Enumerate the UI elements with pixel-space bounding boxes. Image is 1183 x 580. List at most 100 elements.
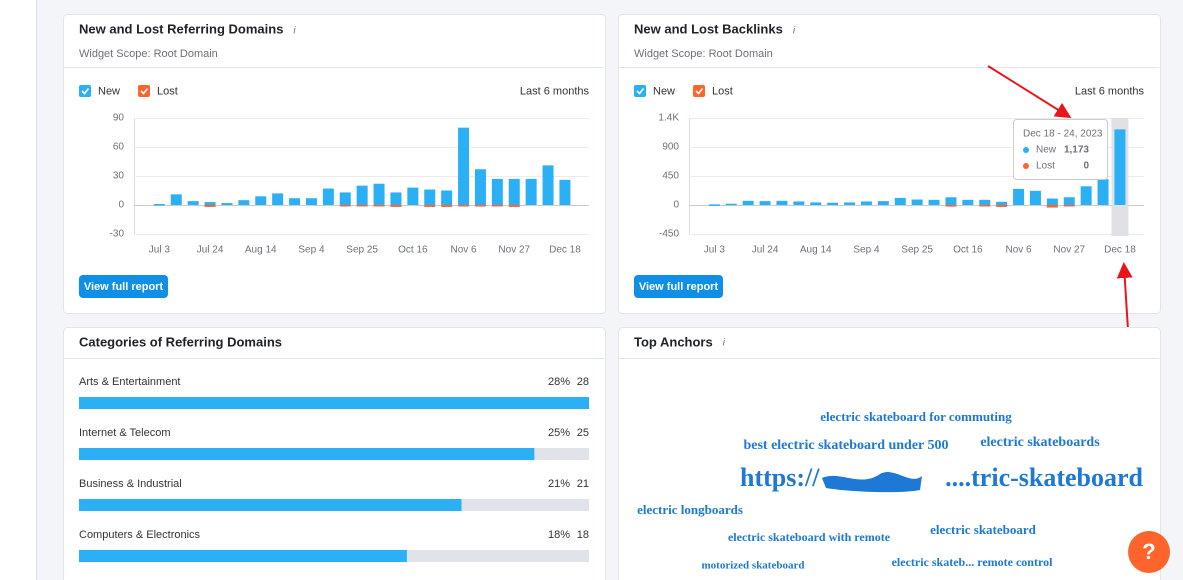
bar — [491, 205, 503, 207]
x-tick-label: Jul 24 — [197, 245, 224, 256]
bar — [1013, 188, 1025, 205]
anchor-word[interactable]: electric skateboards — [980, 435, 1100, 450]
bar — [170, 194, 182, 205]
bar — [508, 178, 520, 205]
bar — [322, 188, 334, 205]
legend-checkbox[interactable] — [693, 85, 706, 97]
y-tick-label: 90 — [113, 113, 125, 124]
period: Last 6 months — [1075, 85, 1145, 97]
widget-title: Categories of Referring Domains — [79, 334, 282, 349]
bar — [894, 197, 906, 205]
anchor-word[interactable]: electric skateboard for commuting — [820, 409, 1012, 424]
bar — [827, 202, 839, 205]
category-count[interactable]: 25 — [577, 427, 589, 439]
tooltip-value: 1,173 — [1064, 145, 1089, 156]
bar — [776, 200, 788, 205]
bar — [356, 185, 368, 205]
checkmark — [81, 88, 90, 95]
anchor-word[interactable]: electric longboards — [637, 502, 743, 517]
bar — [725, 203, 737, 206]
view-report-button[interactable] — [79, 275, 168, 298]
legend-label: New — [653, 85, 675, 97]
x-tick-label: Sep 25 — [901, 245, 933, 256]
bar — [708, 204, 720, 206]
help-button-label: ? — [1142, 539, 1155, 564]
category-name: Arts & Entertainment — [79, 376, 181, 388]
x-tick-label: Jul 24 — [752, 245, 779, 256]
bar — [928, 199, 940, 205]
tooltip-dot — [1023, 147, 1029, 153]
widget-scope: Widget Scope: Root Domain — [634, 48, 773, 60]
anchor-url-start: https:// — [740, 463, 820, 492]
bar — [238, 200, 250, 205]
info-icon: i — [723, 338, 726, 349]
category-name: Computers & Electronics — [79, 529, 201, 541]
widget-title: New and Lost Referring Domains — [79, 21, 283, 36]
bar — [542, 165, 554, 205]
bar — [474, 169, 486, 205]
help-button[interactable] — [1128, 531, 1170, 573]
x-tick-label: Jul 3 — [704, 245, 726, 256]
anchor-word[interactable]: electric skateboard — [930, 522, 1037, 537]
x-tick-label: Sep 25 — [346, 245, 378, 256]
anchor-word[interactable]: electric skateb... remote control — [892, 555, 1053, 569]
bar — [289, 198, 301, 205]
category-share: 18% — [548, 529, 570, 541]
bar — [979, 199, 991, 205]
bar — [407, 187, 419, 205]
tooltip-name: New — [1036, 145, 1057, 156]
info-icon: i — [293, 26, 296, 37]
bar — [979, 205, 991, 207]
bar — [255, 196, 267, 205]
legend-label: Lost — [157, 85, 178, 97]
y-tick-label: 450 — [662, 171, 679, 182]
bar — [860, 201, 872, 205]
bar — [79, 397, 589, 409]
bar — [79, 499, 462, 511]
checkmark — [636, 88, 645, 95]
bar — [79, 550, 407, 562]
bar — [474, 205, 486, 207]
tooltip-dot — [1023, 163, 1029, 169]
bar — [424, 205, 436, 207]
x-tick-label: Sep 4 — [298, 245, 325, 256]
legend-checkbox[interactable] — [79, 85, 91, 97]
bar — [221, 203, 233, 205]
bar — [877, 201, 889, 205]
category-share: 28% — [548, 376, 570, 388]
tooltip-value: 0 — [1083, 161, 1089, 172]
category-count[interactable]: 28 — [577, 376, 589, 388]
widget-scope: Widget Scope: Root Domain — [79, 48, 218, 60]
anchor-word[interactable]: best electric skateboard under 500 — [743, 438, 948, 453]
category-share: 21% — [548, 478, 570, 490]
anchor-word[interactable]: motorized skateboard — [702, 560, 805, 572]
bar — [996, 201, 1008, 205]
x-tick-label: Nov 27 — [498, 245, 530, 256]
bar — [1080, 186, 1092, 205]
x-tick-label: Nov 27 — [1053, 245, 1085, 256]
bar — [204, 202, 216, 205]
anchor-word[interactable]: electric skateboard with remote — [728, 530, 891, 544]
legend-checkbox[interactable] — [634, 85, 646, 97]
category-count[interactable]: 21 — [577, 478, 589, 490]
y-tick-label: 0 — [118, 200, 124, 211]
legend-checkbox[interactable] — [138, 85, 151, 97]
bar — [1097, 179, 1109, 205]
view-report-label: View full report — [84, 281, 164, 293]
sidebar — [0, 0, 36, 580]
bar — [491, 178, 503, 205]
bar — [508, 205, 520, 207]
view-report-button[interactable] — [634, 275, 723, 298]
category-share: 25% — [548, 427, 570, 439]
category-name: Business & Industrial — [79, 478, 182, 490]
bar — [458, 127, 470, 205]
bar — [204, 205, 216, 207]
bar — [305, 198, 317, 205]
anchor-url-end: ....tric-skateboard — [945, 463, 1143, 492]
category-count[interactable]: 18 — [577, 529, 589, 541]
bar — [810, 202, 822, 205]
category-name: Internet & Telecom — [79, 427, 171, 439]
x-tick-label: Nov 6 — [450, 245, 477, 256]
